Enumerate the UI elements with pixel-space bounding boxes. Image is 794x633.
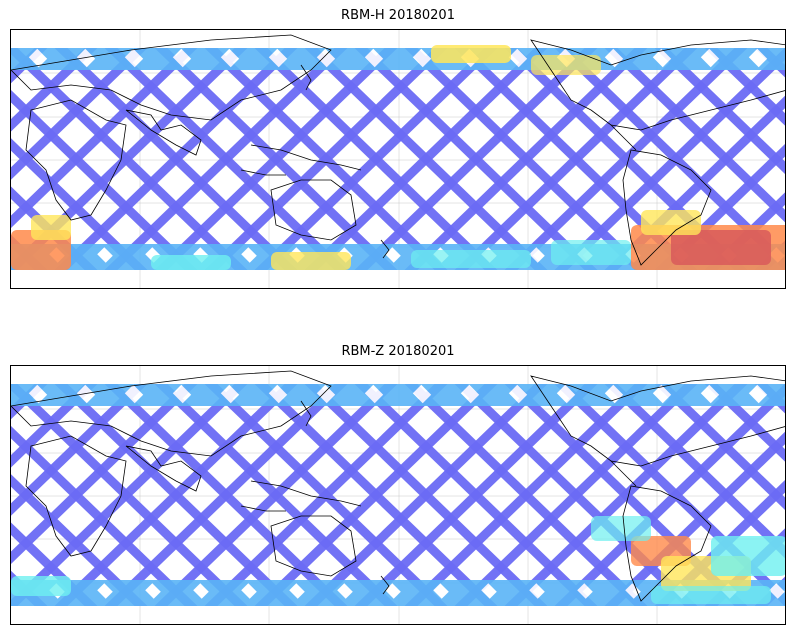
map-rbm-h xyxy=(10,29,786,289)
panel-title-rbm-z: RBM-Z 20180201 xyxy=(341,344,455,359)
panel-rbm-h: RBM-H 20180201 xyxy=(0,0,794,300)
map-rbm-z xyxy=(10,365,786,625)
map-canvas-rbm-h xyxy=(11,30,785,288)
coastlines xyxy=(11,370,785,602)
enhancement-regions xyxy=(11,516,785,604)
panel-title-rbm-h: RBM-H 20180201 xyxy=(341,8,455,23)
coastlines xyxy=(11,34,785,266)
swath-tracks xyxy=(11,48,785,270)
panel-rbm-z: RBM-Z 20180201 xyxy=(0,336,794,633)
map-canvas-rbm-z xyxy=(11,366,785,624)
